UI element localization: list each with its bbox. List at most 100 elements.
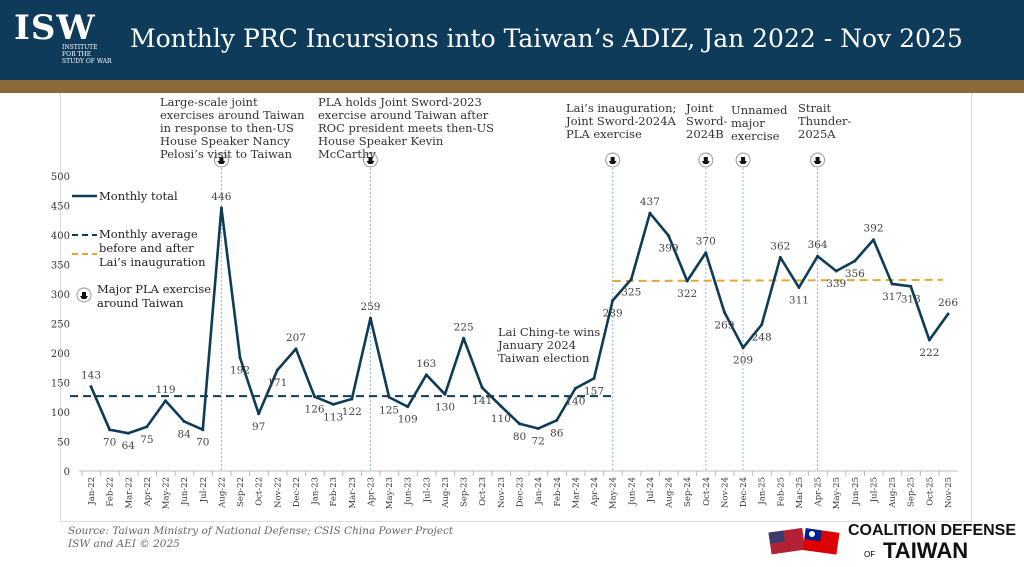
- ship-icon-glyph: [217, 157, 226, 164]
- data-point: [257, 412, 261, 416]
- data-point: [648, 211, 652, 215]
- data-label: 125: [379, 404, 399, 416]
- data-label: 110: [491, 413, 511, 425]
- x-tick-label: Feb-22: [106, 477, 116, 507]
- x-tick-label: Dec-22: [292, 477, 302, 507]
- us-taiwan-flags-icon: [768, 527, 840, 555]
- x-tick-label: Mar-22: [124, 477, 134, 509]
- data-point: [760, 323, 764, 327]
- y-tick-label: 500: [51, 172, 70, 183]
- y-tick-label: 50: [57, 438, 70, 449]
- data-point: [462, 336, 466, 340]
- x-tick-label: Sep-25: [907, 477, 917, 507]
- data-point: [89, 385, 93, 389]
- data-label: 192: [230, 365, 250, 377]
- data-label: 163: [416, 358, 436, 370]
- x-tick-label: Apr-24: [590, 477, 600, 507]
- data-label: 97: [252, 421, 265, 433]
- data-point: [592, 376, 596, 380]
- data-label: 141: [472, 395, 492, 407]
- data-point: [145, 425, 149, 429]
- x-tick-label: Mar-25: [795, 477, 805, 509]
- x-tick-label: May-24: [609, 477, 619, 509]
- data-point: [667, 234, 671, 238]
- ship-icon-glyph: [813, 157, 822, 164]
- x-tick-label: Oct-23: [478, 477, 488, 506]
- x-tick-label: Jan-24: [534, 477, 544, 506]
- data-label: 64: [122, 440, 136, 452]
- data-point: [499, 404, 503, 408]
- data-point: [536, 427, 540, 431]
- data-label: 207: [286, 332, 306, 344]
- x-tick-label: Aug-23: [441, 477, 451, 509]
- x-tick-label: Jan-22: [87, 477, 97, 506]
- x-tick-label: Mar-24: [571, 477, 581, 509]
- x-tick-label: Dec-24: [739, 477, 749, 507]
- y-tick-label: 0: [64, 467, 70, 478]
- data-label: 339: [826, 278, 846, 290]
- header-accent-band: [0, 80, 1024, 93]
- ship-icon-glyph: [739, 157, 748, 164]
- chart-frame: [60, 93, 972, 522]
- isw-logo: ISW INSTITUTE FOR THE STUDY OF WAR: [14, 8, 112, 65]
- data-label: 266: [938, 297, 958, 309]
- data-point: [927, 338, 931, 342]
- x-tick-label: Nov-25: [944, 477, 954, 508]
- x-tick-label: Dec-23: [516, 477, 526, 507]
- x-tick-label: Nov-24: [720, 477, 730, 508]
- data-point: [909, 284, 913, 288]
- data-label: 259: [360, 301, 380, 313]
- data-label: 130: [435, 401, 455, 413]
- data-point: [741, 346, 745, 350]
- x-tick-label: Oct-24: [702, 477, 712, 506]
- data-label: 86: [550, 427, 564, 439]
- x-tick-label: Sep-22: [236, 477, 246, 507]
- data-point: [275, 368, 279, 372]
- data-point: [853, 259, 857, 263]
- x-tick-label: Aug-25: [888, 477, 898, 509]
- legend-label-pla-exercise: Major PLA exercise around Taiwan: [97, 282, 211, 310]
- data-label: 84: [177, 428, 191, 440]
- data-label: 70: [103, 437, 116, 449]
- data-point: [368, 316, 372, 320]
- y-tick-label: 150: [51, 379, 70, 390]
- data-label: 72: [531, 436, 544, 448]
- x-tick-label: Apr-23: [366, 477, 376, 507]
- data-label: 446: [211, 191, 231, 203]
- data-label: 370: [696, 236, 716, 248]
- x-tick-label: Jan-23: [311, 477, 321, 506]
- x-tick-label: Jul-24: [646, 477, 656, 503]
- data-label: 222: [919, 347, 939, 359]
- data-label: 143: [81, 370, 101, 382]
- data-label: 437: [640, 196, 660, 208]
- data-label: 119: [155, 384, 175, 396]
- x-tick-label: Jun-25: [851, 477, 861, 506]
- data-point: [573, 386, 577, 390]
- x-tick-label: Oct-25: [925, 477, 935, 506]
- x-tick-label: Aug-24: [665, 477, 675, 509]
- data-point: [387, 395, 391, 399]
- data-label: 70: [196, 437, 209, 449]
- data-point: [946, 312, 950, 316]
- chart-title: Monthly PRC Incursions into Taiwan’s ADI…: [130, 24, 963, 53]
- event-annotation: PLA holds Joint Sword-2023 exercise arou…: [318, 95, 495, 161]
- y-tick-label: 450: [51, 202, 70, 213]
- data-label: 75: [140, 434, 153, 446]
- header-bar: [0, 0, 1024, 80]
- x-tick-label: Apr-22: [143, 477, 153, 507]
- x-tick-label: Jun-22: [180, 477, 190, 506]
- data-point: [890, 282, 894, 286]
- data-label: 126: [305, 404, 325, 416]
- data-label: 311: [789, 295, 809, 307]
- x-tick-label: Jul-23: [422, 477, 432, 503]
- data-point: [126, 431, 130, 435]
- data-label: 399: [659, 243, 679, 255]
- x-tick-label: Oct-22: [255, 477, 265, 506]
- y-tick-label: 250: [51, 320, 70, 331]
- data-label: 356: [845, 268, 865, 280]
- legend-label-average: Monthly average before and after Lai’s ina…: [99, 227, 206, 269]
- x-tick-label: Feb-23: [329, 477, 339, 507]
- x-tick-label: Aug-22: [217, 477, 227, 509]
- data-point: [816, 254, 820, 258]
- data-point: [797, 286, 801, 290]
